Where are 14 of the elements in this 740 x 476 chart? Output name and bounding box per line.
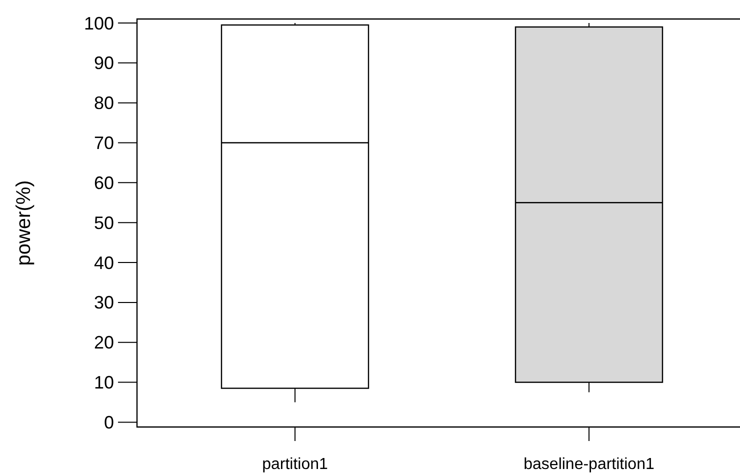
y-tick-label: 40 (94, 252, 114, 273)
y-tick-label: 100 (84, 13, 114, 34)
y-tick-label: 70 (94, 133, 114, 154)
y-tick-label: 80 (94, 93, 114, 114)
y-tick-label: 10 (94, 372, 114, 393)
y-tick-label: 90 (94, 53, 114, 74)
y-tick-label: 20 (94, 332, 114, 353)
y-axis-title: power(%) (13, 180, 35, 266)
x-tick-label: partition1 (262, 456, 328, 473)
y-tick-label: 0 (104, 412, 114, 433)
x-tick-label: baseline-partition1 (524, 456, 654, 473)
y-tick-label: 30 (94, 292, 114, 313)
y-tick-label: 50 (94, 212, 114, 233)
y-tick-label: 60 (94, 172, 114, 193)
